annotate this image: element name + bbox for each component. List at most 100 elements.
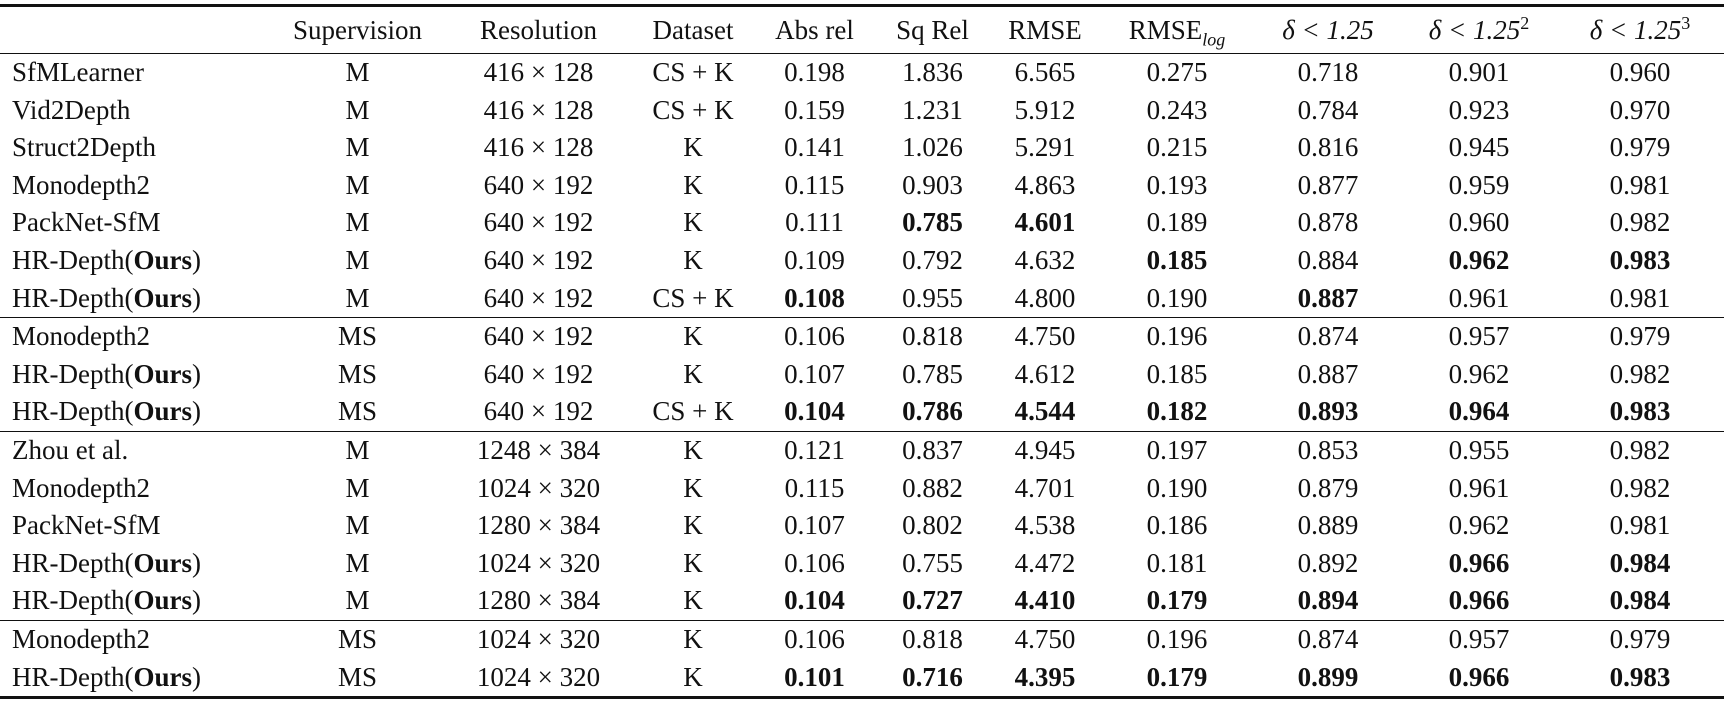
table-cell: 0.903 <box>875 167 990 205</box>
method-cell: HR-Depth(Ours) <box>0 545 270 583</box>
table-cell: 0.755 <box>875 545 990 583</box>
table-row: SfMLearner M 416 × 128 CS + K 0.198 1.836 6.56… <box>0 54 1724 92</box>
cell-text: K <box>683 510 703 541</box>
method-cell: SfMLearner <box>0 54 270 92</box>
cell-text: 640 × 192 <box>483 358 594 389</box>
table-cell: 0.785 <box>875 356 990 394</box>
column-header: δ < 1.25 <box>1254 6 1402 54</box>
method-cell: Monodepth2 <box>0 167 270 205</box>
table-cell: 0.179 <box>1100 659 1254 698</box>
table-cell: 0.982 <box>1556 356 1724 394</box>
table-cell: 0.190 <box>1100 280 1254 318</box>
cell-text: 6.565 <box>1014 57 1076 87</box>
cell-text: 0.816 <box>1297 132 1359 163</box>
cell-text: 0.923 <box>1448 94 1510 125</box>
cell-text: 0.190 <box>1146 472 1208 503</box>
cell-text: 640 × 192 <box>483 282 594 313</box>
table-cell: M <box>270 431 445 469</box>
method-text: ) <box>192 661 201 692</box>
cell-text: K <box>683 321 703 352</box>
table-row: PackNet-SfM M 1280 × 384 K 0.107 0.802 4.538 0.… <box>0 507 1724 545</box>
table-cell: M <box>270 507 445 545</box>
cell-text: K <box>683 547 703 578</box>
method-cell: Monodepth2 <box>0 318 270 356</box>
method-cell: Zhou et al. <box>0 431 270 469</box>
column-header: Abs rel <box>754 6 875 54</box>
method-cell: HR-Depth(Ours) <box>0 242 270 280</box>
cell-text: 0.179 <box>1146 585 1208 616</box>
table-cell: M <box>270 242 445 280</box>
table-row: Vid2Depth M 416 × 128 CS + K 0.159 1.231 5.912… <box>0 92 1724 130</box>
cell-text: M <box>345 282 370 313</box>
cell-text: 0.899 <box>1297 661 1359 692</box>
cell-text: 0.243 <box>1146 94 1208 125</box>
cell-text: 0.182 <box>1146 396 1208 427</box>
table-row: Monodepth2 MS 1024 × 320 K 0.106 0.818 4.750 0.… <box>0 620 1724 658</box>
table-cell: 0.878 <box>1254 204 1402 242</box>
table-row: HR-Depth(Ours) MS 640 × 192 CS + K 0.104 0.78… <box>0 393 1724 431</box>
cell-text: 0.792 <box>902 244 963 275</box>
table-row: Struct2Depth M 416 × 128 K 0.141 1.026 5.291 0.… <box>0 129 1724 167</box>
table-cell: MS <box>270 356 445 394</box>
cell-text: 4.750 <box>1014 623 1076 654</box>
cell-text: MS <box>337 623 378 654</box>
table-cell: 0.982 <box>1556 204 1724 242</box>
table-cell: 0.792 <box>875 242 990 280</box>
cell-text: 0.962 <box>1448 510 1510 541</box>
header-text: Abs rel <box>775 15 854 45</box>
method-text: HR-Depth( <box>12 661 134 692</box>
table-cell: 0.104 <box>754 582 875 620</box>
table-cell: 0.960 <box>1402 204 1556 242</box>
cell-text: 0.818 <box>902 321 963 352</box>
method-text: Vid2Depth <box>12 94 131 125</box>
cell-text: 0.984 <box>1609 585 1671 616</box>
cell-text: 4.395 <box>1014 661 1076 692</box>
cell-text: 0.983 <box>1609 396 1671 427</box>
cell-text: 0.979 <box>1609 321 1671 352</box>
table-cell: 4.750 <box>990 620 1100 658</box>
table-cell: 640 × 192 <box>445 242 632 280</box>
cell-text: 0.884 <box>1297 244 1359 275</box>
cell-text: 0.785 <box>902 358 963 389</box>
header-text: Sq Rel <box>896 15 969 45</box>
cell-text: K <box>683 132 703 163</box>
cell-text: 0.198 <box>784 57 845 87</box>
cell-text: 0.193 <box>1146 169 1208 200</box>
table-cell: 0.196 <box>1100 318 1254 356</box>
row-group: Zhou et al. M 1248 × 384 K 0.121 0.837 4.945 0.… <box>0 431 1724 620</box>
method-text: HR-Depth( <box>12 396 134 427</box>
cell-text: 0.853 <box>1297 434 1359 465</box>
table-row: HR-Depth(Ours) M 1280 × 384 K 0.104 0.727 4.41… <box>0 582 1724 620</box>
table-row: Monodepth2 MS 640 × 192 K 0.106 0.818 4.750 0.1… <box>0 318 1724 356</box>
table-cell: MS <box>270 318 445 356</box>
cell-text: 5.291 <box>1014 132 1076 163</box>
cell-text: 0.101 <box>784 661 845 692</box>
table-cell: 0.882 <box>875 470 990 508</box>
table-cell: 0.185 <box>1100 356 1254 394</box>
table-cell: 4.750 <box>990 318 1100 356</box>
cell-text: 0.802 <box>902 510 963 541</box>
cell-text: 0.189 <box>1146 207 1208 238</box>
table-cell: MS <box>270 659 445 698</box>
method-cell: Monodepth2 <box>0 620 270 658</box>
method-text: Ours <box>133 661 192 692</box>
table-cell: 0.877 <box>1254 167 1402 205</box>
cell-text: 0.197 <box>1146 434 1208 465</box>
cell-text: 0.966 <box>1448 661 1510 692</box>
cell-text: MS <box>337 661 378 692</box>
table-cell: 640 × 192 <box>445 393 632 431</box>
method-cell: Monodepth2 <box>0 470 270 508</box>
table-cell: 0.111 <box>754 204 875 242</box>
table-cell: 6.565 <box>990 54 1100 92</box>
method-cell: HR-Depth(Ours) <box>0 582 270 620</box>
table-cell: 0.964 <box>1402 393 1556 431</box>
table-cell: 4.863 <box>990 167 1100 205</box>
header-text: δ < 1.25 <box>1589 15 1682 45</box>
table-cell: 0.784 <box>1254 92 1402 130</box>
table-cell: 0.961 <box>1402 280 1556 318</box>
cell-text: 0.957 <box>1448 321 1510 352</box>
method-cell: HR-Depth(Ours) <box>0 356 270 394</box>
cell-text: 0.215 <box>1146 132 1208 163</box>
cell-text: 0.877 <box>1297 169 1359 200</box>
cell-text: 0.185 <box>1146 358 1208 389</box>
